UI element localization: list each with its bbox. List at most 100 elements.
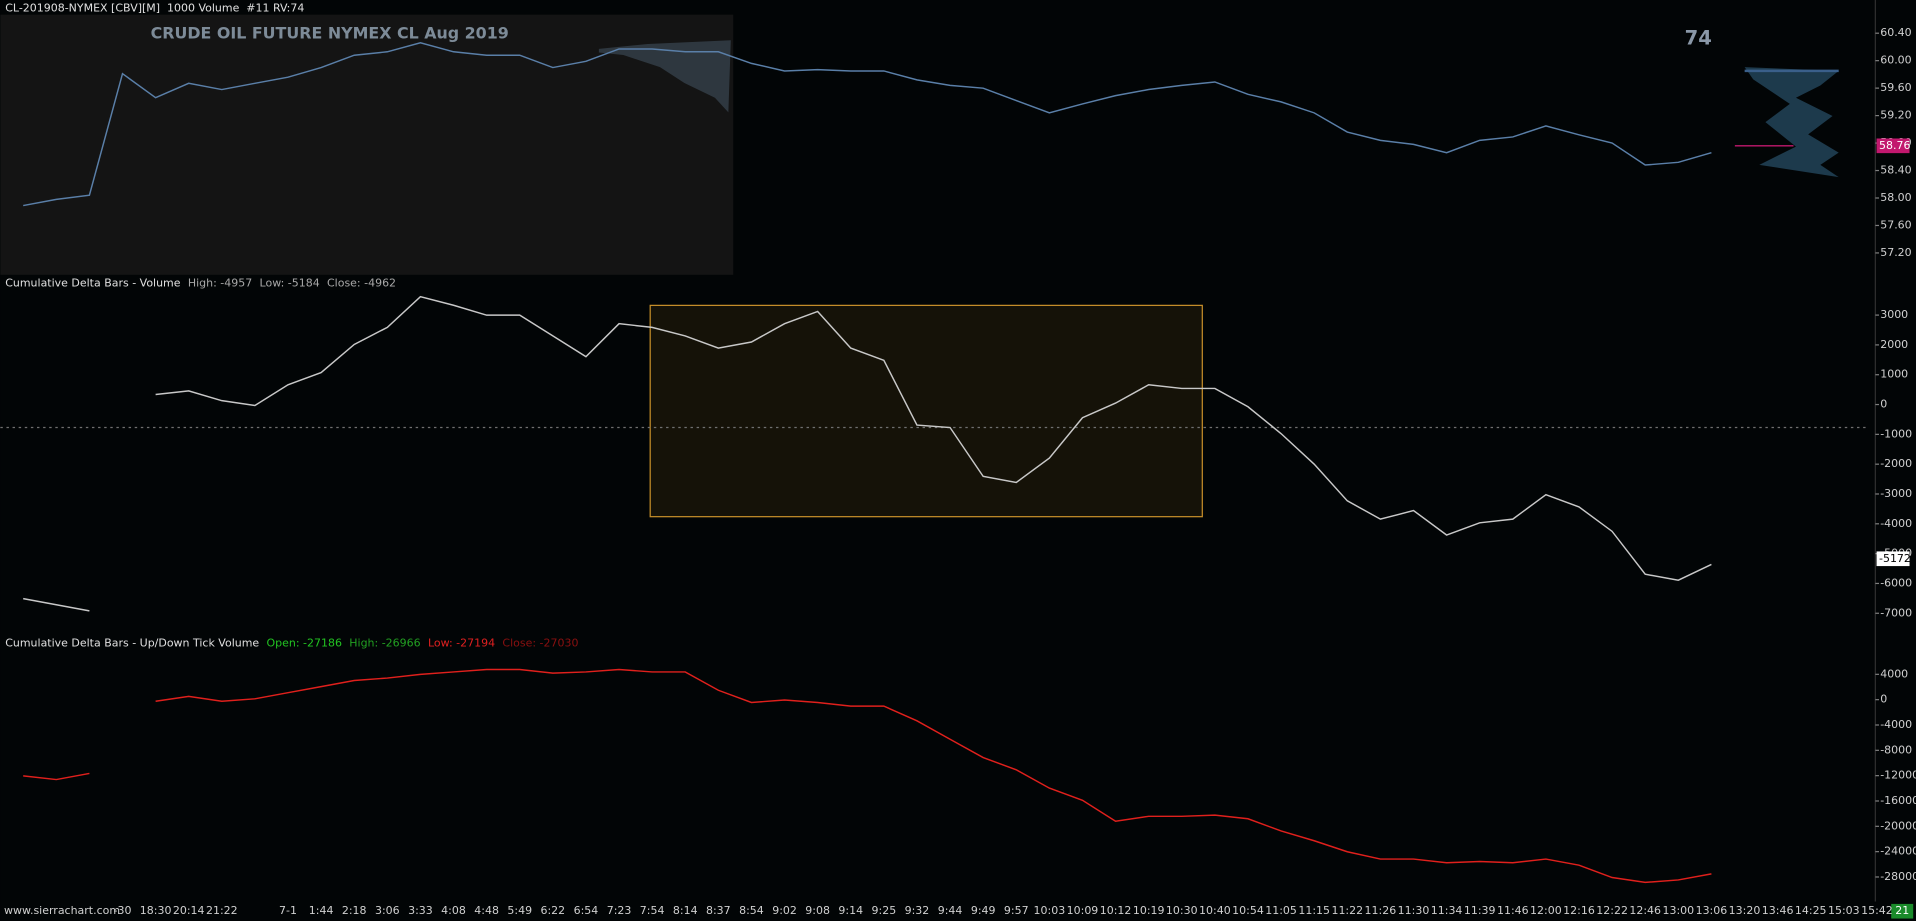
x-tick-label: 12:46 [1629,904,1661,917]
x-tick-label: 2:18 [342,904,367,917]
y-tick-label: 58.00 [1880,191,1911,204]
x-tick-label: 10:19 [1133,904,1165,917]
x-tick-label: 11:15 [1298,904,1330,917]
x-tick-label: 4:48 [474,904,499,917]
y-tick-label: -2000 [1880,457,1912,470]
panel-title: Cumulative Delta Bars - Up/Down Tick Vol… [5,637,578,650]
y-tick-label: 57.60 [1880,218,1911,231]
y-tick-label: -28000 [1880,870,1916,883]
y-tick-label: -3000 [1880,487,1912,500]
x-tick-label: 8:14 [673,904,698,917]
x-tick-label: 20:14 [173,904,205,917]
panel-title: CL-201908-NYMEX [CBV][M] 1000 Volume #11… [5,2,304,15]
x-tick-label: 13:20 [1729,904,1761,917]
y-tick-label: 1000 [1880,368,1908,381]
y-tick-label: 59.60 [1880,81,1911,94]
x-tick-label: 11:26 [1365,904,1397,917]
x-tick-label: 9:44 [938,904,963,917]
x-tick-label: 13:06 [1696,904,1728,917]
shaded-region [0,14,734,275]
highlight-box [649,304,1203,518]
y-tick-label: 0 [1880,693,1887,706]
x-tick-label: 10:09 [1067,904,1099,917]
subtitle: CRUDE OIL FUTURE NYMEX CL Aug 2019 [151,24,509,43]
x-tick-label: 14:25 [1795,904,1827,917]
volume-profile [1744,67,1839,178]
y-tick-label: -1000 [1880,427,1912,440]
x-tick-label: 11:46 [1497,904,1529,917]
stat: Low: -5184 [260,276,320,289]
x-tick-label: 18:30 [140,904,172,917]
x-tick-label: 9:25 [872,904,897,917]
last-value-label: -5172 [1879,552,1911,565]
y-tick-label: -12000 [1880,769,1916,782]
x-tick-label: 15:42 [1861,904,1893,917]
y-tick-label: 4000 [1880,667,1908,680]
y-tick-label: -6000 [1880,576,1912,589]
x-tick-label: 3:33 [408,904,433,917]
x-tick-label: 9:08 [805,904,830,917]
stat: Close: -4962 [327,276,396,289]
x-tick-label: 15:03 [1828,904,1860,917]
x-tick-label: 7:23 [607,904,632,917]
x-tick-label: 1:44 [309,904,334,917]
x-tick-label: 11:30 [1398,904,1430,917]
x-tick-label: 7:54 [640,904,665,917]
x-tick-label: 9:14 [838,904,863,917]
y-tick-label: -4000 [1880,517,1912,530]
x-tick-label: 6:22 [540,904,565,917]
volume-profile [598,40,731,113]
x-tick-label: 11:39 [1464,904,1496,917]
x-tick-label: -30 [114,904,132,917]
stat: Close: -27030 [502,637,578,650]
y-tick-label: -16000 [1880,794,1916,807]
y-tick-label: -24000 [1880,845,1916,858]
stat: High: -4957 [188,276,252,289]
title: Cumulative Delta Bars - Up/Down Tick Vol… [5,637,259,650]
x-tick-label: 10:40 [1199,904,1231,917]
x-tick-label: 12:22 [1596,904,1628,917]
x-tick-label: 11:22 [1331,904,1363,917]
x-tick-label: 11:05 [1265,904,1297,917]
x-tick-label: 12:00 [1530,904,1562,917]
series-line [23,41,1712,207]
x-tick-label: 13:46 [1762,904,1794,917]
last-value-box [1876,551,1910,567]
x-tick-label: 7-1 [279,904,297,917]
annotation: 74 [1685,27,1712,50]
y-tick-label: 0 [1880,398,1887,411]
y-tick-label: 2000 [1880,338,1908,351]
stat: High: -26966 [349,637,420,650]
last-value-label: 58.76 [1879,139,1910,152]
title: CL-201908-NYMEX [CBV][M] 1000 Volume #11… [5,2,304,15]
stat: Low: -27194 [428,637,495,650]
x-tick-label: 21:22 [206,904,238,917]
y-tick-label: 3000 [1880,308,1908,321]
x-tick-label: 8:54 [739,904,764,917]
y-tick-label: 60.00 [1880,54,1911,67]
y-tick-label: 57.20 [1880,246,1911,259]
y-tick-label: 60.40 [1880,26,1911,39]
y-tick-label: -7000 [1880,606,1912,619]
series-line [23,668,1712,884]
panel-title: Cumulative Delta Bars - Volume High: -495… [5,276,396,289]
x-tick-label: 9:57 [1004,904,1029,917]
y-tick-label: 58.40 [1880,164,1911,177]
x-tick-label: 10:12 [1100,904,1132,917]
y-tick-label: -20000 [1880,819,1916,832]
x-tick-label: 3:06 [375,904,400,917]
x-tick-label: 10:54 [1232,904,1264,917]
watermark: www.sierrachart.com [4,904,120,917]
x-tick-label: 11:34 [1431,904,1463,917]
x-tick-label: 10:03 [1034,904,1066,917]
title: Cumulative Delta Bars - Volume [5,276,181,289]
x-tick-label: 4:08 [441,904,466,917]
last-value-box [1876,138,1910,154]
y-tick-label: 59.20 [1880,109,1911,122]
badge-box [1891,903,1914,919]
y-tick-label: -4000 [1880,718,1912,731]
x-tick-label: 8:37 [706,904,731,917]
x-tick-label: 5:49 [507,904,532,917]
